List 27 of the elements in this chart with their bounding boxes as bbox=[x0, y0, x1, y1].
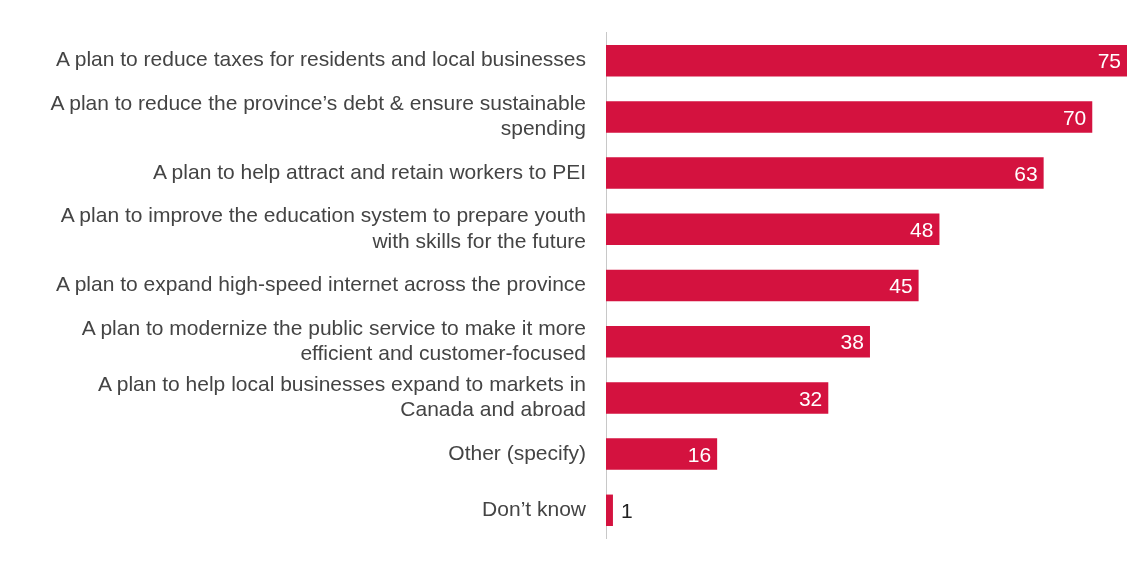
bar bbox=[606, 101, 1093, 133]
y-tick-label: Don’t know bbox=[482, 497, 587, 521]
bar bbox=[606, 382, 829, 414]
y-tick-label: A plan to help attract and retain workers to PEI bbox=[152, 159, 586, 183]
data-label: 16 bbox=[687, 442, 712, 466]
data-label: 70 bbox=[1062, 105, 1087, 129]
data-label: 1 bbox=[620, 499, 633, 523]
bar bbox=[606, 494, 613, 527]
bar bbox=[606, 44, 1127, 77]
y-tick-label: A plan to expand high-speed internet across the province bbox=[55, 272, 586, 296]
data-label: 75 bbox=[1097, 49, 1121, 73]
y-tick-label: A plan to reduce taxes for residents and local businesses bbox=[56, 47, 586, 71]
data-label: 63 bbox=[1014, 161, 1038, 185]
y-tick-label: Other (specify) bbox=[448, 440, 586, 464]
data-label: 38 bbox=[840, 330, 864, 354]
bar bbox=[606, 325, 870, 358]
y-tick-label: A plan to improve the education system to prepare youth with skills for the future bbox=[60, 203, 586, 252]
bar bbox=[606, 269, 919, 302]
data-label: 45 bbox=[889, 274, 913, 298]
y-tick-label: A plan to help local businesses expand to markets in Canada and abroad bbox=[98, 372, 586, 421]
data-label: 48 bbox=[910, 218, 934, 242]
y-tick-label: A plan to reduce the province’s debt & ensure sustainable spending bbox=[50, 91, 586, 140]
data-label: 32 bbox=[798, 386, 823, 410]
bar bbox=[606, 157, 1044, 189]
y-tick-label: A plan to modernize the public service to make it more efficient and customer-focused bbox=[81, 315, 586, 365]
bar bbox=[606, 213, 940, 246]
bar bbox=[606, 438, 718, 470]
